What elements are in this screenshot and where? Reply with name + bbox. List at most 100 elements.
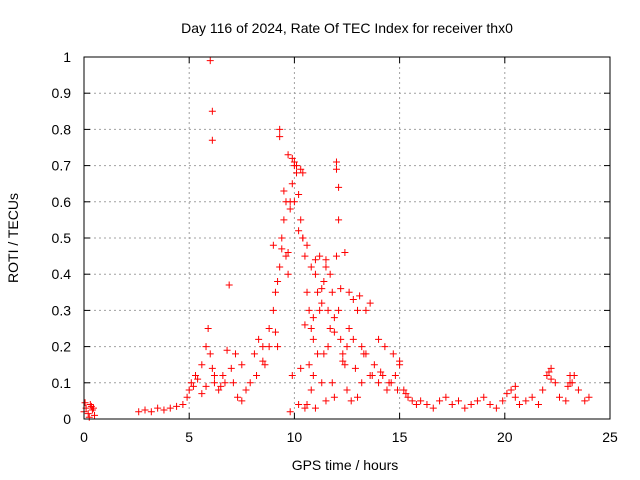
data-point xyxy=(507,386,515,394)
data-point xyxy=(318,285,326,293)
data-point xyxy=(269,241,277,249)
data-point xyxy=(154,404,162,412)
data-points xyxy=(80,57,593,421)
data-point xyxy=(362,306,370,314)
data-point xyxy=(448,401,456,409)
data-point xyxy=(322,263,330,271)
data-point xyxy=(208,107,216,115)
data-point xyxy=(429,404,437,412)
data-point xyxy=(265,325,273,332)
data-point xyxy=(503,390,511,398)
data-point xyxy=(271,328,279,336)
data-point xyxy=(366,299,374,307)
data-point xyxy=(219,372,227,380)
y-tick-label: 0.2 xyxy=(52,339,72,355)
data-point xyxy=(356,292,364,300)
data-point xyxy=(303,288,311,296)
data-point xyxy=(183,393,191,401)
data-point xyxy=(198,390,206,398)
data-point xyxy=(461,404,469,412)
data-point xyxy=(259,343,267,351)
data-point xyxy=(314,350,322,358)
data-point xyxy=(234,393,242,401)
data-point xyxy=(349,296,357,304)
data-point xyxy=(400,386,408,394)
data-point xyxy=(276,263,284,271)
data-point xyxy=(324,306,332,314)
data-point xyxy=(173,402,181,410)
data-point xyxy=(330,393,338,401)
data-point xyxy=(511,393,519,401)
data-point xyxy=(231,350,239,358)
data-point xyxy=(391,372,399,380)
data-point xyxy=(305,306,313,314)
data-point xyxy=(341,361,349,369)
x-tick-label: 10 xyxy=(287,429,303,445)
data-point xyxy=(210,379,218,387)
data-point xyxy=(322,397,330,405)
tick-marks xyxy=(83,56,611,420)
data-point xyxy=(299,169,307,177)
data-point xyxy=(217,382,225,390)
data-point xyxy=(290,198,298,206)
data-point xyxy=(135,408,143,416)
data-point xyxy=(166,404,174,412)
data-point xyxy=(383,386,391,394)
data-point xyxy=(225,281,233,289)
y-tick-label: 0.6 xyxy=(52,194,72,210)
data-point xyxy=(185,386,193,394)
data-point xyxy=(189,382,197,390)
data-point xyxy=(206,57,214,65)
data-point xyxy=(354,393,362,401)
y-tick-labels: 0 0.1 0.2 0.3 0.4 0.5 0.6 0.7 0.8 0.9 1 xyxy=(52,49,72,427)
data-point xyxy=(326,270,334,278)
data-point xyxy=(343,343,351,351)
data-point xyxy=(543,372,551,380)
data-point xyxy=(341,248,349,256)
data-point xyxy=(368,372,376,380)
data-point xyxy=(511,382,519,390)
y-tick-label: 0.1 xyxy=(52,375,72,391)
data-point xyxy=(280,216,288,224)
data-point xyxy=(295,191,303,199)
data-point xyxy=(314,288,322,296)
x-tick-label: 5 xyxy=(185,429,193,445)
data-point xyxy=(194,375,202,383)
data-point xyxy=(473,397,481,405)
data-point xyxy=(534,401,542,409)
data-point xyxy=(303,241,311,249)
grid-layer xyxy=(84,57,610,419)
data-point xyxy=(147,408,155,416)
data-point xyxy=(547,375,555,383)
y-tick-label: 0.4 xyxy=(52,266,72,282)
y-tick-label: 0.3 xyxy=(52,302,72,318)
data-point xyxy=(351,364,359,372)
data-point xyxy=(337,285,345,293)
data-point xyxy=(389,350,397,358)
data-point xyxy=(318,299,326,307)
data-point xyxy=(385,379,393,387)
data-point xyxy=(375,335,383,343)
data-point xyxy=(332,165,340,173)
data-point xyxy=(282,198,290,206)
data-point xyxy=(539,386,547,394)
data-point xyxy=(318,379,326,387)
data-point xyxy=(276,133,284,141)
data-point xyxy=(223,346,231,354)
data-point xyxy=(227,364,235,372)
data-point xyxy=(253,372,261,380)
data-point xyxy=(339,350,347,358)
data-point xyxy=(89,404,97,412)
data-point xyxy=(187,379,195,387)
data-point xyxy=(179,401,187,409)
data-point xyxy=(282,252,290,260)
data-point xyxy=(301,321,309,329)
x-tick-label: 25 xyxy=(602,429,618,445)
data-point xyxy=(375,379,383,387)
data-point xyxy=(328,379,336,387)
data-point xyxy=(284,248,292,256)
data-point xyxy=(568,379,576,387)
data-point xyxy=(271,288,279,296)
data-point xyxy=(86,401,94,409)
data-point xyxy=(328,288,336,296)
